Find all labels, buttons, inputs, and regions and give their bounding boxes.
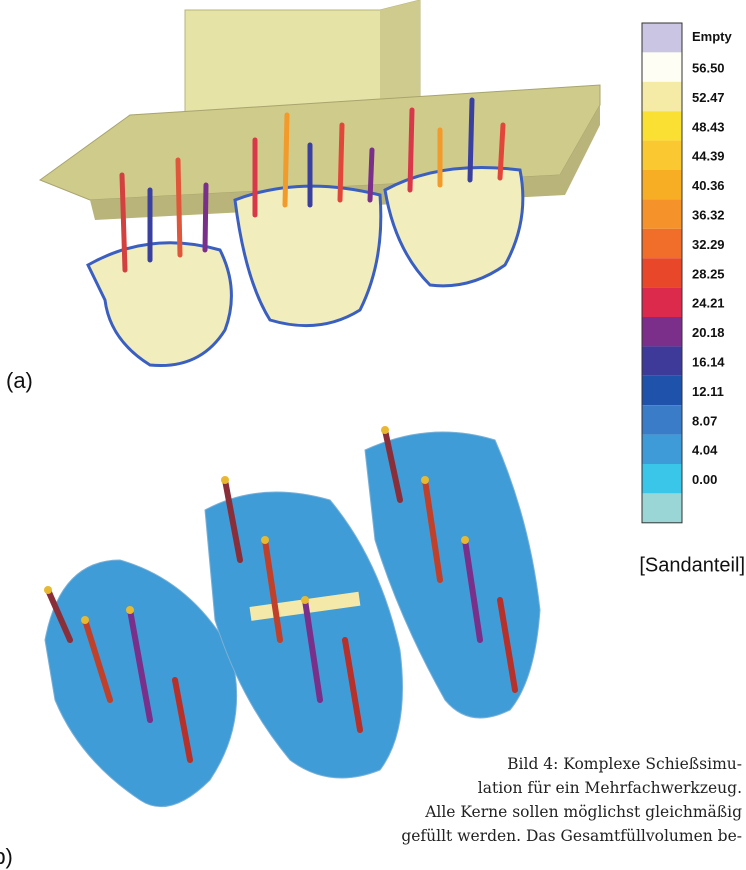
panel-b-image	[44, 426, 540, 807]
legend-label: 52.47	[692, 90, 725, 105]
legend-swatch	[642, 317, 682, 346]
caption-line: Alle Kerne sollen möglichst gleichmäßig	[322, 800, 742, 824]
legend-label: 36.32	[692, 208, 725, 223]
legend-swatch	[642, 170, 682, 199]
legend-swatch	[642, 111, 682, 140]
legend-swatch	[642, 141, 682, 170]
legend-swatch	[642, 229, 682, 258]
legend-swatch	[642, 199, 682, 228]
legend-swatch	[642, 52, 682, 81]
legend-swatch	[642, 435, 682, 464]
legend-swatch	[642, 258, 682, 287]
legend-swatch	[642, 405, 682, 434]
panel-a-image	[40, 0, 600, 366]
legend-label: 20.18	[692, 325, 725, 340]
legend-swatch	[642, 464, 682, 493]
legend-label: 56.50	[692, 61, 725, 76]
caption-line: gefüllt werden. Das Gesamtfüllvolumen be…	[322, 824, 742, 848]
legend-label: 28.25	[692, 266, 725, 281]
figure: (a) (b) Empty 56.50 52.47 48.43 44.39 40.36 36…	[0, 0, 746, 870]
legend-label: 8.07	[692, 413, 717, 428]
legend-swatch	[642, 376, 682, 405]
caption-line: Bild 4: Komplexe Schießsimu-	[322, 752, 742, 776]
caption-line: lation für ein Mehrfachwerkzeug.	[322, 776, 742, 800]
panel-label: (b)	[0, 844, 13, 869]
legend-label: 4.04	[692, 443, 718, 458]
legend-label: 12.11	[692, 384, 724, 399]
legend-label: 40.36	[692, 178, 725, 193]
legend-swatch	[642, 82, 682, 111]
legend-label: 44.39	[692, 149, 725, 164]
page: (a) (b) Empty 56.50 52.47 48.43 44.39 40.36 36…	[0, 0, 746, 870]
legend-swatch	[642, 493, 682, 522]
legend-label: 16.14	[692, 355, 725, 370]
legend-label: 24.21	[692, 296, 725, 311]
legend-label: 32.29	[692, 237, 725, 252]
legend-label: 48.43	[692, 119, 725, 134]
legend-label: 0.00	[692, 472, 717, 487]
color-legend: Empty 56.50 52.47 48.43 44.39 40.36 36.32 32.29…	[642, 23, 733, 523]
legend-swatch	[642, 288, 682, 317]
caption: Bild 4: Komplexe Schießsimu- lation für …	[322, 752, 742, 848]
legend-swatch	[642, 346, 682, 375]
panel-label: (a)	[6, 368, 33, 393]
legend-unit: [Sandanteil]	[639, 554, 745, 576]
legend-swatch	[642, 23, 682, 52]
legend-label: Empty	[692, 29, 733, 44]
